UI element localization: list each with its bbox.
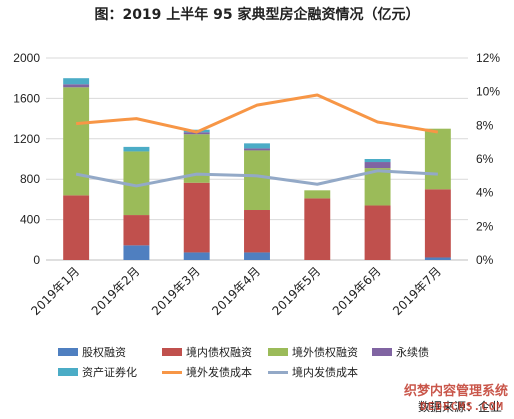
bar-境内债权融资-2019年5月 (304, 198, 331, 260)
bar-资产证券化-2019年1月 (63, 78, 90, 85)
bar-股权融资-2019年2月 (123, 245, 150, 260)
data-source: 数据来源：企业 (417, 400, 502, 414)
bar-境内债权融资-2019年1月 (63, 195, 90, 260)
bar-境外债权融资-2019年6月 (364, 168, 391, 206)
y-right-tick-label: 12% (476, 51, 500, 65)
bar-境外债权融资-2019年5月 (304, 190, 331, 199)
y-left-tick-label: 800 (20, 172, 40, 186)
y-left-tick-label: 400 (20, 213, 40, 227)
bar-资产证券化-2019年2月 (123, 146, 150, 152)
x-tick-label: 2019年4月 (209, 264, 263, 318)
bar-股权融资-2019年7月 (424, 257, 451, 260)
y-right-tick-label: 0% (476, 253, 494, 267)
watermark-text: 织梦内容管理系统 (403, 384, 508, 399)
watermark-url: DEDECMS.COM (420, 400, 504, 413)
bar-境外债权融资-2019年4月 (244, 150, 270, 211)
bar-股权融资-2019年3月 (183, 252, 210, 260)
y-right-tick-label: 4% (476, 186, 494, 200)
chart-title: 图：2019 上半年 95 家典型房企融资情况（亿元） (94, 7, 420, 23)
bar-境内债权融资-2019年4月 (244, 210, 270, 253)
bar-境外债权融资-2019年1月 (63, 87, 90, 196)
bar-资产证券化-2019年4月 (244, 143, 270, 149)
x-tick-label: 2019年6月 (330, 264, 384, 318)
x-tick-label: 2019年1月 (28, 264, 82, 318)
y-left-tick-label: 2000 (13, 51, 40, 65)
bar-股权融资-2019年4月 (244, 252, 270, 260)
y-left-tick-label: 0 (33, 253, 40, 267)
y-right-tick-label: 6% (476, 152, 494, 166)
y-right-tick-label: 10% (476, 85, 500, 99)
bar-永续债-2019年4月 (244, 148, 270, 151)
x-tick-label: 2019年5月 (270, 264, 324, 318)
y-right-tick-label: 2% (476, 219, 494, 233)
x-tick-label: 2019年3月 (149, 264, 203, 318)
line-境外发债成本 (76, 93, 439, 134)
bar-资产证券化-2019年6月 (364, 159, 391, 163)
bar-永续债-2019年1月 (63, 84, 90, 88)
x-tick-label: 2019年7月 (390, 264, 444, 318)
bar-境内债权融资-2019年7月 (424, 189, 451, 258)
line-境内发债成本 (75, 169, 438, 188)
bar-境外债权融资-2019年7月 (424, 128, 451, 190)
bar-境内债权融资-2019年3月 (183, 182, 210, 253)
x-tick-label: 2019年2月 (89, 264, 143, 318)
y-left-tick-label: 1600 (13, 91, 40, 105)
bar-境内债权融资-2019年2月 (123, 215, 150, 246)
bar-境内债权融资-2019年6月 (364, 205, 391, 260)
y-left-tick-label: 1200 (13, 132, 40, 146)
y-right-tick-label: 8% (476, 118, 494, 132)
bar-永续债-2019年6月 (364, 162, 391, 169)
